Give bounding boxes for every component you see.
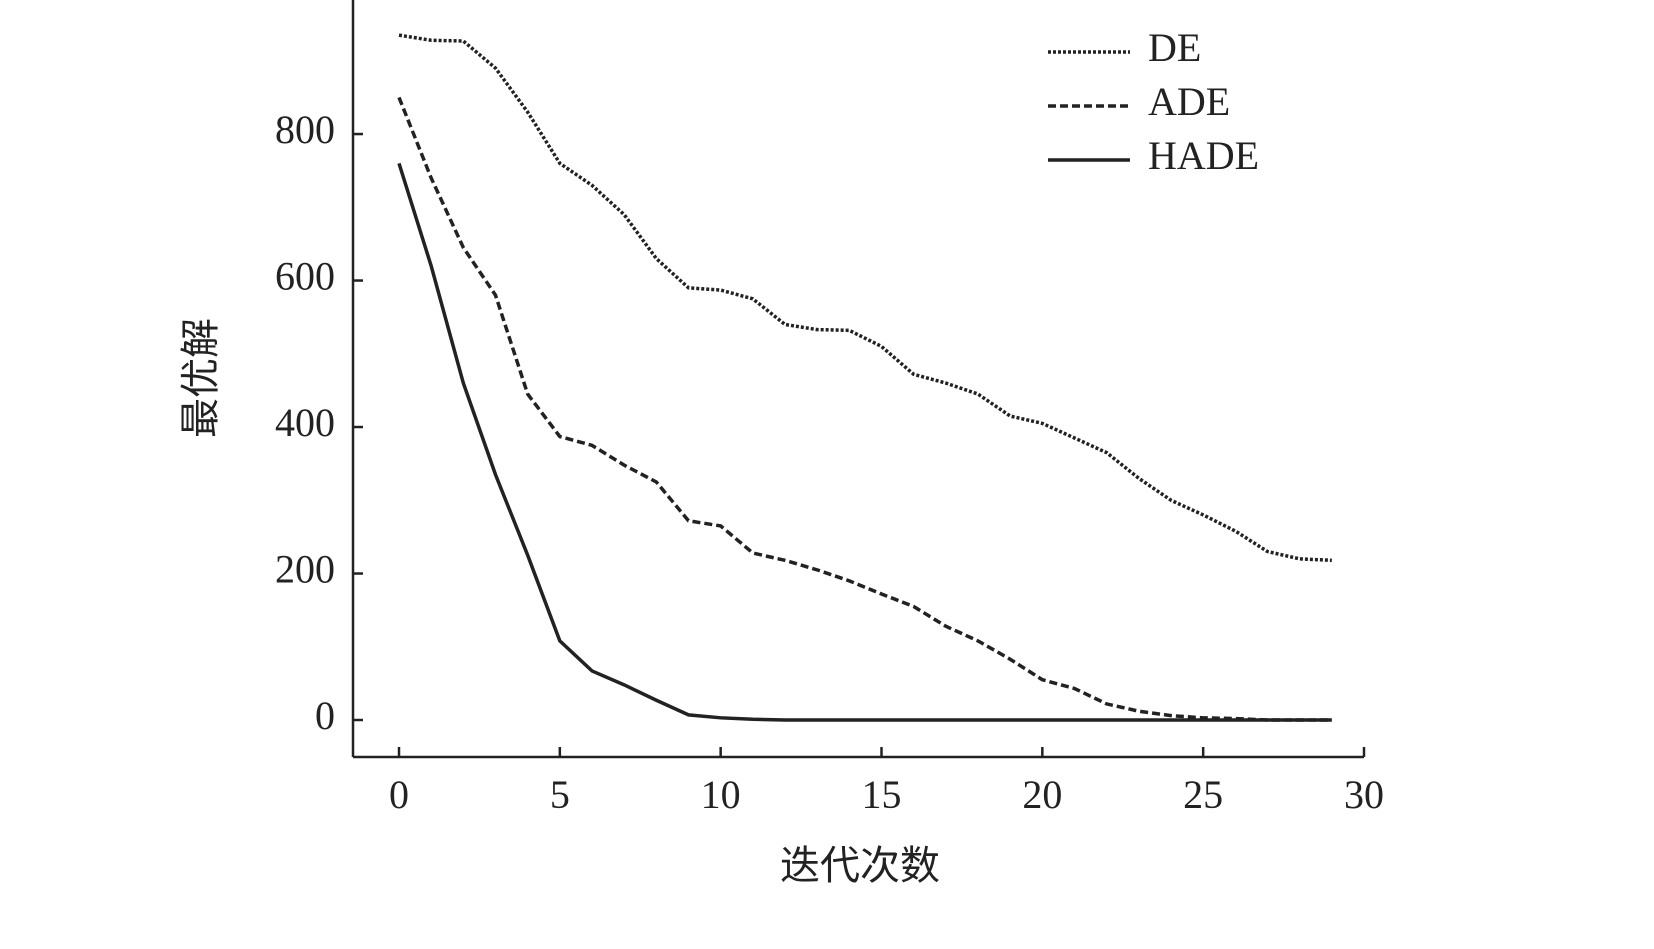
x-tick-label: 15	[861, 772, 901, 817]
data-line	[397, 96, 1332, 722]
data-line	[398, 33, 1332, 563]
x-tick-label: 5	[550, 772, 570, 817]
y-tick-label: 200	[275, 547, 335, 592]
y-tick-label: 800	[275, 107, 335, 152]
y-tick-label: 600	[275, 254, 335, 299]
x-tick-label: 10	[701, 772, 741, 817]
x-tick-label: 20	[1022, 772, 1062, 817]
x-tick-label: 0	[389, 772, 409, 817]
y-tick-label: 400	[275, 400, 335, 445]
x-axis-label: 迭代次数	[780, 843, 940, 888]
legend-label: HADE	[1148, 133, 1259, 178]
legend-label: ADE	[1148, 79, 1230, 124]
y-axis-label: 最优解	[178, 318, 223, 438]
x-tick-label: 30	[1344, 772, 1384, 817]
y-tick-label: 0	[315, 693, 335, 738]
x-tick-label: 25	[1183, 772, 1223, 817]
legend-label: DE	[1148, 25, 1201, 70]
data-line	[397, 162, 1332, 722]
